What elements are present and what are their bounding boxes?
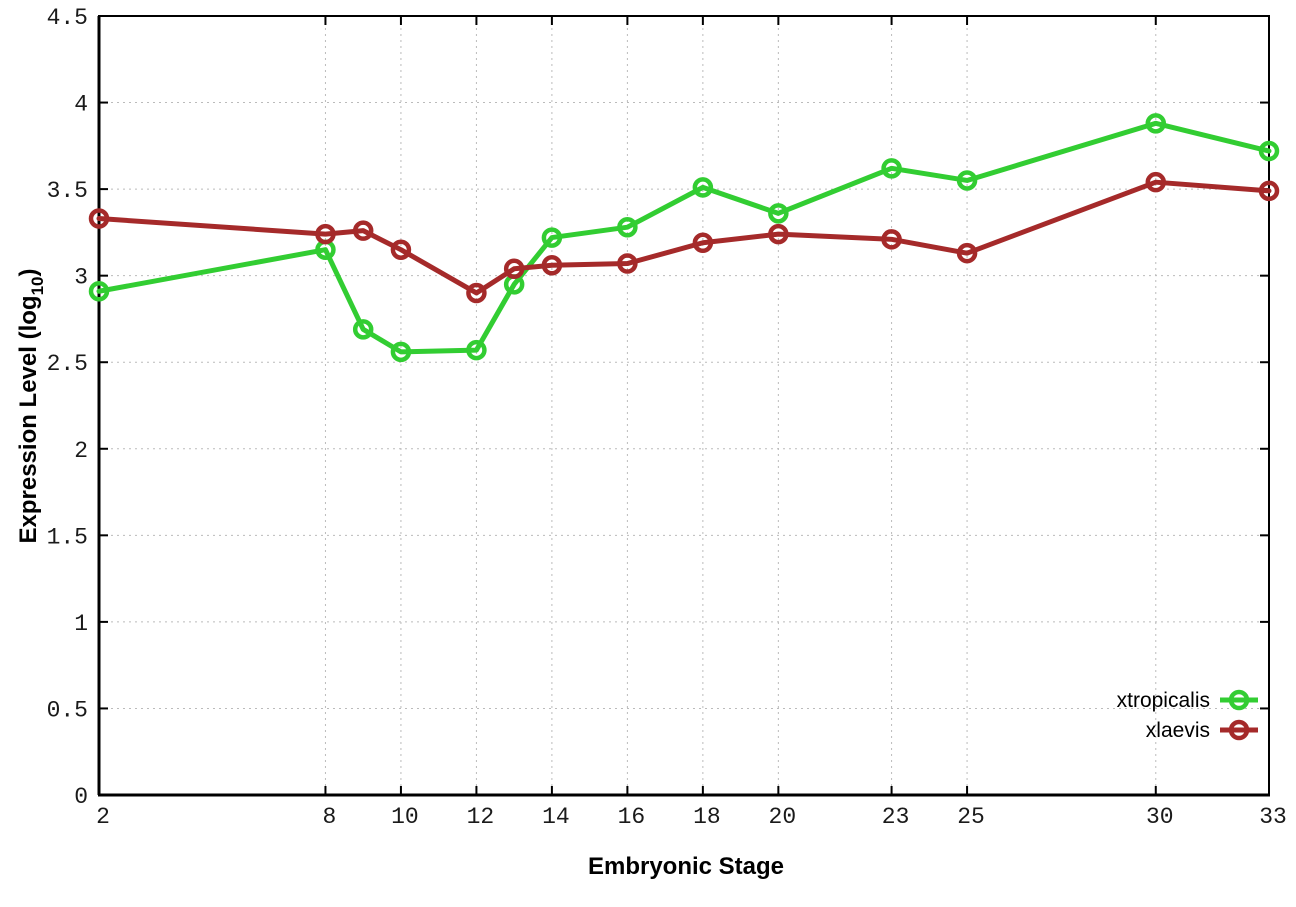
grid-layer bbox=[99, 16, 1269, 795]
x-tick-label: 23 bbox=[882, 804, 910, 830]
data-point-xtropicalis bbox=[768, 203, 789, 224]
x-axis-title: Embryonic Stage bbox=[588, 853, 784, 880]
x-tick-label: 14 bbox=[542, 804, 570, 830]
data-point-xlaevis bbox=[768, 223, 789, 245]
y-tick-label: 1 bbox=[74, 611, 88, 637]
data-point-xlaevis bbox=[1258, 180, 1280, 202]
y-tick-label: 0.5 bbox=[47, 697, 88, 723]
data-point-xlaevis bbox=[390, 239, 412, 260]
x-tick-label: 8 bbox=[323, 804, 337, 830]
y-axis-title-subscript: 10 bbox=[28, 277, 47, 296]
data-point-xtropicalis bbox=[390, 341, 412, 363]
data-point-xtropicalis bbox=[1258, 140, 1280, 162]
data-point-xlaevis bbox=[617, 253, 638, 274]
data-point-xlaevis bbox=[881, 229, 902, 250]
series-line-xtropicalis bbox=[96, 120, 1272, 355]
x-tick-label: 10 bbox=[391, 804, 419, 830]
x-tick-label: 33 bbox=[1259, 804, 1287, 830]
y-tick-label: 2.5 bbox=[47, 351, 88, 377]
data-point-xtropicalis bbox=[352, 319, 374, 340]
legend-label-xlaevis: xlaevis bbox=[1146, 719, 1210, 742]
data-point-xtropicalis bbox=[617, 216, 638, 238]
x-tick-label: 16 bbox=[618, 804, 646, 830]
data-point-xlaevis bbox=[541, 255, 563, 276]
tick-mark-layer bbox=[98, 15, 1270, 796]
data-point-xlaevis bbox=[1145, 171, 1167, 193]
data-point-xlaevis bbox=[466, 282, 487, 304]
data-point-xtropicalis bbox=[881, 158, 902, 179]
series-layer bbox=[88, 113, 1280, 363]
y-tick-label: 3.5 bbox=[47, 178, 88, 204]
x-tick-label: 12 bbox=[467, 804, 495, 830]
data-point-xlaevis bbox=[956, 242, 978, 264]
y-tick-label: 4 bbox=[74, 92, 88, 118]
x-tick-label: 30 bbox=[1146, 804, 1174, 830]
y-tick-label: 4.5 bbox=[47, 5, 88, 31]
data-point-xlaevis bbox=[315, 223, 336, 245]
plot-border bbox=[98, 15, 1270, 796]
data-point-xlaevis bbox=[352, 220, 374, 241]
plot-border-layer bbox=[97, 15, 1270, 797]
legend: xtropicalis xlaevis bbox=[1117, 689, 1258, 742]
y-tick-label: 0 bbox=[74, 784, 88, 810]
data-point-xlaevis bbox=[503, 258, 525, 279]
x-tick-label: 18 bbox=[693, 804, 721, 830]
legend-sample-marker-xtropicalis bbox=[1228, 689, 1250, 711]
legend-sample-marker-xlaevis bbox=[1228, 719, 1250, 741]
data-point-xlaevis bbox=[88, 208, 110, 229]
tick-label-layer: 2 8 10 12 14 16 18 20 23 25 30 33 0 0.5 1 1.5 2 2.5 3 3.5 4 4… bbox=[47, 5, 1287, 830]
y-axis-title-suffix: ) bbox=[15, 269, 42, 277]
y-axis-title-prefix: Expression Level (log bbox=[15, 295, 42, 543]
x-tick-label: 20 bbox=[769, 804, 797, 830]
data-point-xtropicalis bbox=[1145, 113, 1167, 134]
x-tick-label: 2 bbox=[96, 804, 110, 830]
data-point-xlaevis bbox=[692, 232, 714, 254]
data-point-xtropicalis bbox=[692, 177, 714, 198]
data-point-xtropicalis bbox=[466, 339, 487, 361]
data-point-xtropicalis bbox=[541, 227, 563, 248]
y-tick-label: 2 bbox=[74, 438, 88, 464]
data-point-xtropicalis bbox=[88, 280, 110, 302]
y-tick-label: 3 bbox=[74, 265, 88, 291]
y-axis-title: Expression Level (log10) bbox=[15, 269, 47, 544]
y-tick-label: 1.5 bbox=[47, 524, 88, 550]
x-tick-label: 25 bbox=[957, 804, 985, 830]
legend-label-xtropicalis: xtropicalis bbox=[1117, 689, 1210, 712]
data-point-xtropicalis bbox=[956, 170, 978, 191]
